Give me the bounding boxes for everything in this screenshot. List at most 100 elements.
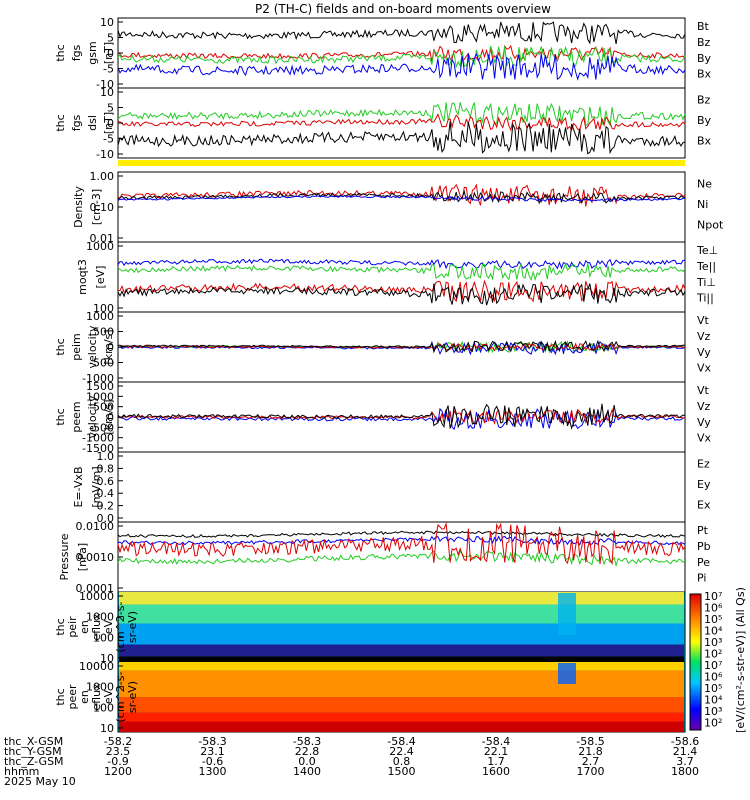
ylabel-fgs-dsl-0: thc [54, 114, 67, 131]
xaxis-val-3-3: 1500 [388, 765, 416, 778]
ytick-density-1: 0.10 [90, 201, 115, 214]
colorbar-tick-6: 10⁷ [704, 659, 722, 672]
xaxis-val-2-0: -0.9 [107, 755, 128, 768]
xaxis-val-2-3: 0.8 [393, 755, 411, 768]
colorbar-tick-7: 10⁶ [704, 671, 723, 684]
colorbar-tick-8: 10⁵ [704, 682, 722, 695]
ytick-peir-spec-3: 10 [100, 652, 114, 665]
ylabel-temperature-0: moqt3 [76, 259, 89, 295]
ylabel-peer-spec-4: eV [102, 689, 115, 704]
xaxis-val-1-3: 22.4 [389, 745, 414, 758]
ytick-temperature-1: 100 [93, 302, 114, 315]
xaxis-val-1-6: 21.4 [673, 745, 698, 758]
spec-band-peir-spec-3 [119, 644, 684, 657]
trace-peim-vt [117, 339, 686, 354]
trace-fgs-gsm-bz [117, 44, 686, 63]
legend-temperature-0: Te⊥ [696, 244, 718, 257]
trace-temp-ti-perp [117, 258, 686, 270]
spec-patch-peer-spec [558, 663, 576, 684]
ytick-peim-velocity-2: 0 [107, 341, 114, 354]
spec-band-peir-spec-0 [119, 592, 684, 605]
ylabel-peer-spec-5: (cm^2-s- [114, 672, 127, 723]
ylabel-fgs-gsm-3: [nT] [102, 42, 115, 64]
colorbar-tick-9: 10⁴ [704, 694, 723, 707]
xaxis-val-0-0: -58.2 [104, 735, 132, 748]
ylabel-peir-spec-4: eV [102, 619, 115, 634]
ylabel-density-1: [cm-3] [90, 189, 103, 225]
xaxis-row-label-1: thc_Y-GSM [4, 745, 62, 758]
legend-fgs-gsm-0: Bt [697, 20, 710, 33]
trace-pressure-pb [117, 521, 686, 566]
trace-fgs-dsl-by [117, 102, 686, 127]
ylabel-peer-spec-0: thc [54, 688, 67, 705]
legend-pressure-0: Pt [697, 524, 709, 537]
ylabel-fgs-dsl-3: [nT] [102, 112, 115, 134]
legend-peim-velocity-2: Vy [697, 346, 711, 359]
trace-peem-vt [117, 403, 686, 430]
x-axis: thc_X-GSM -58.2 -58.3 -58.3 -58.4 -58.4 -58.5 -… [4, 735, 699, 788]
trace-fgs-dsl-bz [117, 113, 686, 132]
trace-peim-vz [117, 342, 686, 352]
ylabel-peem-velocity-1: peem [70, 401, 83, 432]
ytick-fgs-dsl-1: 5 [107, 102, 114, 115]
ytick-pressure-1: 0.0010 [76, 551, 115, 564]
legend-peem-velocity-1: Vz [697, 400, 711, 413]
ytick-efield-3: 0.4 [97, 487, 115, 500]
xaxis-val-3-5: 1700 [577, 765, 605, 778]
spec-band-peer-spec-2 [119, 697, 684, 713]
xaxis-val-0-6: -58.6 [671, 735, 699, 748]
ytick-efield-1: 0.8 [97, 462, 115, 475]
colorbar-strip [689, 593, 702, 731]
legend-density-0: Ne [697, 177, 712, 190]
legend-temperature-1: Te|| [696, 260, 716, 273]
ytick-peim-velocity-3: -500 [89, 357, 114, 370]
ytick-peer-spec-1: 1000 [86, 681, 114, 694]
ytick-peir-spec-0: 10000 [79, 590, 114, 603]
trace-pressure-pi [117, 535, 686, 546]
legend-fgs-gsm-1: Bz [697, 36, 711, 49]
legend-peem-velocity-3: Vx [697, 432, 712, 445]
legend-efield-1: Ey [697, 478, 711, 491]
ylabel-peer-spec-2: en [78, 690, 91, 704]
xaxis-val-2-4: 1.7 [487, 755, 505, 768]
legend-pressure-1: Pb [697, 540, 711, 553]
colorbar-tick-10: 10³ [704, 705, 722, 718]
legend-peem-velocity-2: Vy [697, 416, 711, 429]
chart-title: P2 (TH-C) fields and on-board moments ov… [255, 2, 551, 16]
colorbar-tick-5: 10² [704, 648, 722, 661]
ytick-peem-velocity-1: 1000 [86, 390, 114, 403]
trace-temp-ti-par [117, 262, 686, 282]
legend-peim-velocity-1: Vz [697, 330, 711, 343]
ytick-peem-velocity-0: 1500 [86, 380, 114, 393]
legend-fgs-dsl-0: Bz [697, 93, 711, 106]
xaxis-val-1-2: 22.8 [295, 745, 320, 758]
spec-patch-peir-spec [558, 593, 576, 635]
ylabel-peir-spec-2: en [78, 620, 91, 634]
ytick-fgs-gsm-1: 5 [107, 32, 114, 45]
xaxis-val-2-6: 3.7 [676, 755, 694, 768]
legend-fgs-dsl-2: Bx [697, 135, 712, 148]
xaxis-row-label-3: hhmm [4, 765, 39, 778]
xaxis-val-1-1: 23.1 [200, 745, 225, 758]
xaxis-row-label-2: thc_Z-GSM [4, 755, 64, 768]
trace-fgs-dsl-bx [117, 121, 686, 155]
ylabel-fgs-dsl-2: dsl [86, 115, 99, 131]
legend-fgs-gsm-2: By [697, 52, 712, 65]
legend-peim-velocity-0: Vt [697, 314, 710, 327]
spec-band-peir-spec-1 [119, 604, 684, 624]
colorbar-label: [eV/(cm²-s-str-eV)] (All Qs) [734, 587, 747, 733]
colorbar-tick-1: 10⁶ [704, 602, 723, 615]
xaxis-val-2-1: -0.6 [202, 755, 223, 768]
xaxis-val-0-4: -58.4 [482, 735, 510, 748]
spec-band-peer-spec-1 [119, 670, 684, 697]
ylabel-temperature-1: [eV] [94, 266, 107, 289]
legend-temperature-3: Ti|| [696, 292, 714, 305]
ylabel-peim-velocity-2: velocity [86, 325, 99, 368]
trace-density-ne [117, 183, 686, 207]
legend-fgs-dsl-1: By [697, 114, 712, 127]
ylabel-peir-spec-6: sr-eV) [126, 611, 139, 643]
xaxis-val-1-5: 21.8 [578, 745, 603, 758]
xaxis-val-0-1: -58.3 [198, 735, 226, 748]
